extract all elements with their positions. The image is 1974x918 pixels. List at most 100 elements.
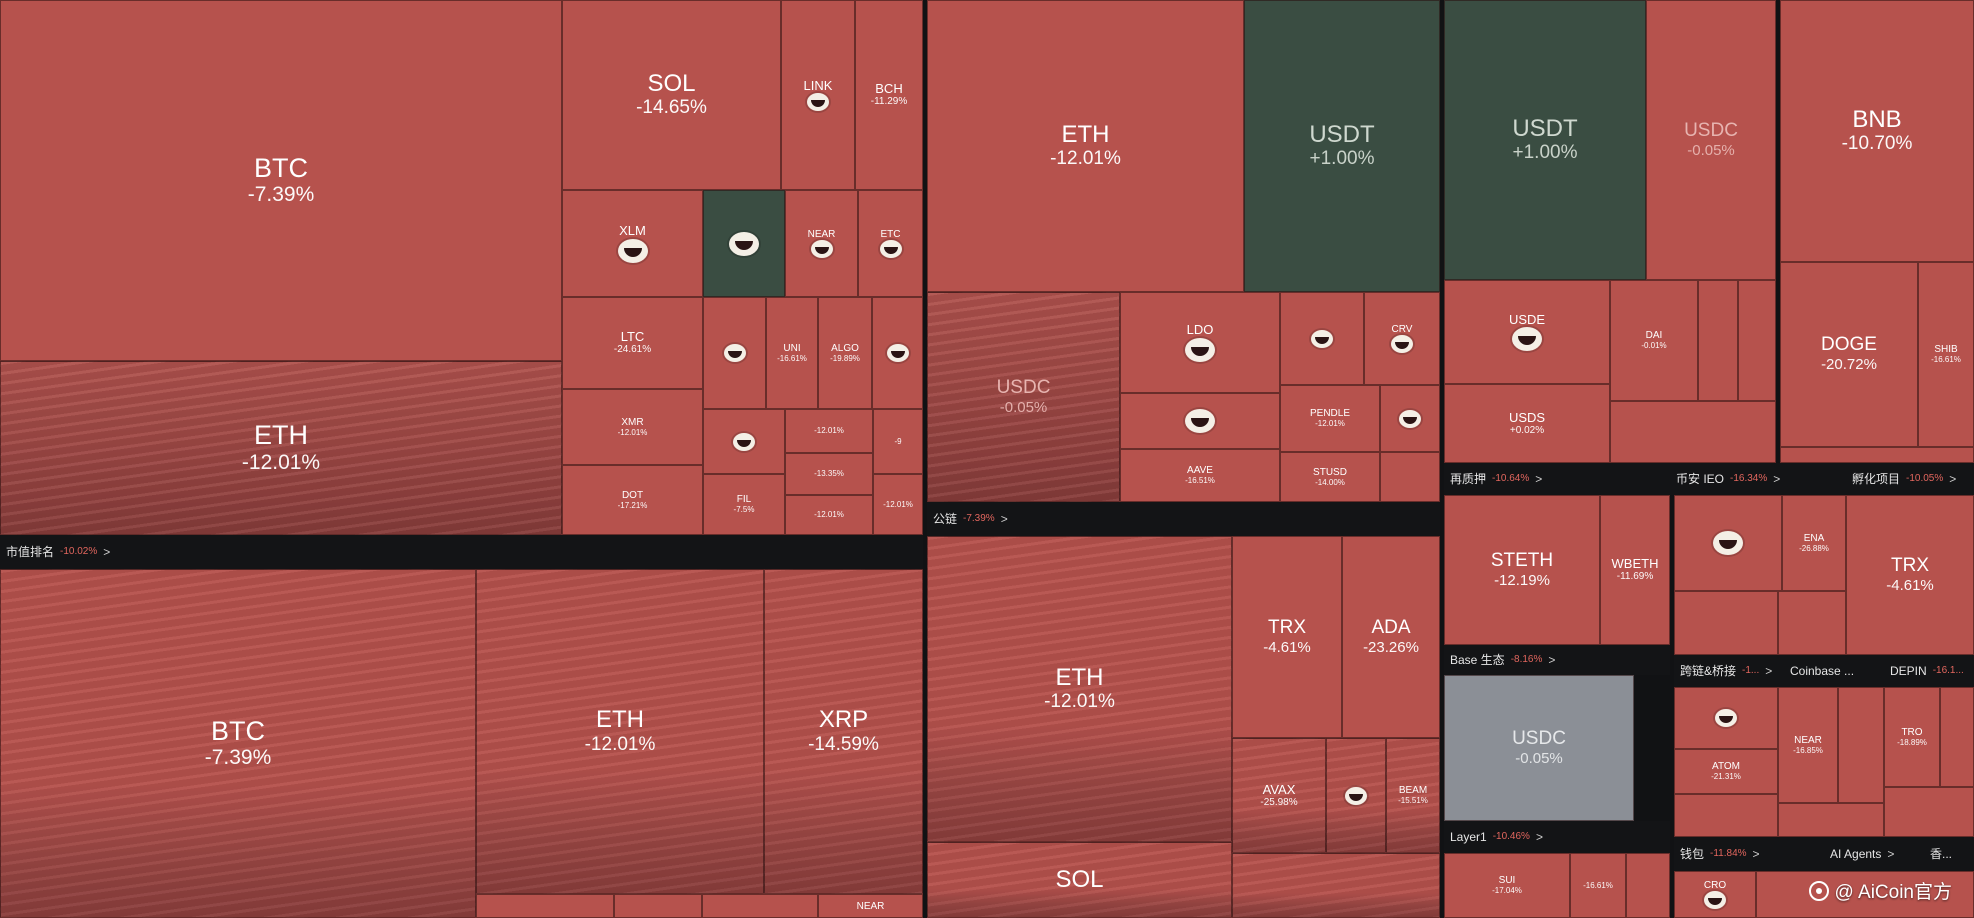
category-bar-public-chain[interactable]: 公链 -7.39% >	[927, 502, 1440, 536]
tile-small[interactable]	[1884, 787, 1974, 837]
tile-usdc[interactable]: USDC -0.05%	[927, 292, 1120, 502]
tile-etc[interactable]: ETC	[858, 190, 923, 297]
tile-small[interactable]: -13.35%	[785, 453, 873, 495]
tile-small[interactable]	[476, 894, 614, 918]
tile-small[interactable]: -9	[873, 409, 923, 474]
tile-crv[interactable]: CRV	[1364, 292, 1440, 385]
tile-meme[interactable]	[872, 297, 923, 409]
tile-sui[interactable]: SUI -17.04%	[1444, 853, 1570, 918]
tile-bch[interactable]: BCH -11.29%	[855, 0, 923, 190]
tile-usde[interactable]: USDE	[1444, 280, 1610, 384]
tile-dai[interactable]: DAI -0.01%	[1610, 280, 1698, 401]
tile-btc[interactable]: BTC -7.39%	[0, 0, 562, 361]
tile-avax[interactable]: AVAX -25.98%	[1232, 738, 1326, 853]
tile-sol[interactable]: SOL -14.65%	[562, 0, 781, 190]
category-bar-restaking[interactable]: 再质押 -10.64% >	[1444, 463, 1670, 495]
category-bar-layer1[interactable]: Layer1 -10.46% >	[1444, 821, 1670, 853]
tile-fil[interactable]: FIL -7.5%	[703, 474, 785, 535]
tile-small[interactable]	[1778, 803, 1884, 837]
category-bar-more[interactable]: 香...	[1924, 837, 1974, 871]
tile-small[interactable]	[614, 894, 702, 918]
category-bar-cross-chain[interactable]: 跨链&桥接 -1... >	[1674, 655, 1784, 687]
tile-small[interactable]	[1780, 447, 1974, 463]
tile-small[interactable]: -12.01%	[785, 495, 873, 535]
tile-small[interactable]: -12.01%	[785, 409, 873, 453]
tile-near[interactable]: NEAR	[785, 190, 858, 297]
tile-shib[interactable]: SHIB -16.61%	[1918, 262, 1974, 447]
tile-meme[interactable]	[1380, 385, 1440, 452]
category-bar-ai-agents[interactable]: AI Agents >	[1824, 837, 1924, 871]
tile-small[interactable]	[1674, 591, 1778, 655]
tile-atom[interactable]: ATOM -21.31%	[1674, 749, 1778, 794]
tile-eth[interactable]: ETH -12.01%	[476, 569, 764, 894]
tile-small[interactable]	[1232, 853, 1440, 918]
tile-green-meme[interactable]	[703, 190, 785, 297]
tile-small[interactable]	[1626, 853, 1670, 918]
tile-ldo[interactable]: LDO	[1120, 292, 1280, 393]
tile-xrp[interactable]: XRP -14.59%	[764, 569, 923, 894]
category-bar-coinbase[interactable]: Coinbase ...	[1784, 655, 1884, 687]
tile-meme[interactable]	[703, 409, 785, 474]
tile-meme[interactable]	[1326, 738, 1386, 853]
tile-xmr[interactable]: XMR -12.01%	[562, 389, 703, 465]
tile-ena[interactable]: ENA -26.88%	[1782, 495, 1846, 591]
tile-trx[interactable]: TRX -4.61%	[1846, 495, 1974, 655]
tile-small[interactable]	[1380, 452, 1440, 502]
tile-stusd[interactable]: STUSD -14.00%	[1280, 452, 1380, 502]
tile-change: -11.69%	[1616, 571, 1654, 583]
tile-small[interactable]	[1778, 591, 1846, 655]
tile-sol[interactable]: SOL	[927, 842, 1232, 918]
tile-tro[interactable]: TRO -18.89%	[1884, 687, 1940, 787]
category-bar-wallet[interactable]: 钱包 -11.84% >	[1674, 837, 1824, 871]
tile-xlm[interactable]: XLM	[562, 190, 703, 297]
tile-usdc[interactable]: USDC -0.05%	[1646, 0, 1776, 280]
tile-small[interactable]	[1940, 687, 1974, 787]
tile-meme[interactable]	[1120, 393, 1280, 449]
tile-wbeth[interactable]: WBETH -11.69%	[1600, 495, 1670, 645]
tile-pendle[interactable]: PENDLE -12.01%	[1280, 385, 1380, 452]
category-bar-incubation[interactable]: 孵化项目 -10.05% >	[1846, 463, 1974, 495]
tile-aave[interactable]: AAVE -16.51%	[1120, 449, 1280, 502]
tile-small[interactable]: -16.61%	[1570, 853, 1626, 918]
tile-doge[interactable]: DOGE -20.72%	[1780, 262, 1918, 447]
tile-small[interactable]	[1674, 794, 1778, 837]
tile-usdc[interactable]: USDC -0.05%	[1444, 675, 1634, 821]
tile-near[interactable]: NEAR	[818, 894, 923, 918]
tile-link[interactable]: LINK	[781, 0, 855, 190]
tile-uni[interactable]: UNI -16.61%	[766, 297, 818, 409]
tile-meme[interactable]	[703, 297, 766, 409]
tile-meme[interactable]	[1280, 292, 1364, 385]
tile-usdt[interactable]: USDT +1.00%	[1444, 0, 1646, 280]
category-label: 公链	[933, 512, 958, 526]
tile-small[interactable]	[1698, 280, 1738, 401]
tile-small[interactable]	[1756, 871, 1974, 918]
tile-ada[interactable]: ADA -23.26%	[1342, 536, 1440, 738]
tile-near[interactable]: NEAR -16.85%	[1778, 687, 1838, 803]
tile-cro[interactable]: CRO	[1674, 871, 1756, 918]
tile-small[interactable]	[1610, 401, 1776, 463]
category-bar-base-ecosystem[interactable]: Base 生态 -8.16% >	[1444, 645, 1670, 675]
tile-small[interactable]: -12.01%	[873, 474, 923, 535]
category-label: AI Agents	[1830, 847, 1882, 861]
category-bar-binance-ieo[interactable]: 币安 IEO -16.34% >	[1670, 463, 1846, 495]
category-bar-depin[interactable]: DEPIN -16.1...	[1884, 655, 1974, 687]
tile-dot[interactable]: DOT -17.21%	[562, 465, 703, 535]
tile-meme[interactable]	[1674, 687, 1778, 749]
tile-small[interactable]	[1838, 687, 1884, 803]
tile-eth[interactable]: ETH -12.01%	[927, 536, 1232, 842]
tile-meme[interactable]	[1674, 495, 1782, 591]
tile-eth[interactable]: ETH -12.01%	[0, 361, 562, 535]
tile-algo[interactable]: ALGO -19.89%	[818, 297, 872, 409]
tile-small[interactable]	[702, 894, 818, 918]
tile-eth[interactable]: ETH -12.01%	[927, 0, 1244, 292]
tile-bnb[interactable]: BNB -10.70%	[1780, 0, 1974, 262]
tile-btc[interactable]: BTC -7.39%	[0, 569, 476, 918]
category-bar-market-cap[interactable]: 市值排名 -10.02% >	[0, 535, 923, 569]
tile-usds[interactable]: USDS +0.02%	[1444, 384, 1610, 463]
tile-ltc[interactable]: LTC -24.61%	[562, 297, 703, 389]
tile-beam[interactable]: BEAM -15.51%	[1386, 738, 1440, 853]
tile-small[interactable]	[1738, 280, 1776, 401]
tile-steth[interactable]: STETH -12.19%	[1444, 495, 1600, 645]
tile-trx[interactable]: TRX -4.61%	[1232, 536, 1342, 738]
tile-usdt[interactable]: USDT +1.00%	[1244, 0, 1440, 292]
